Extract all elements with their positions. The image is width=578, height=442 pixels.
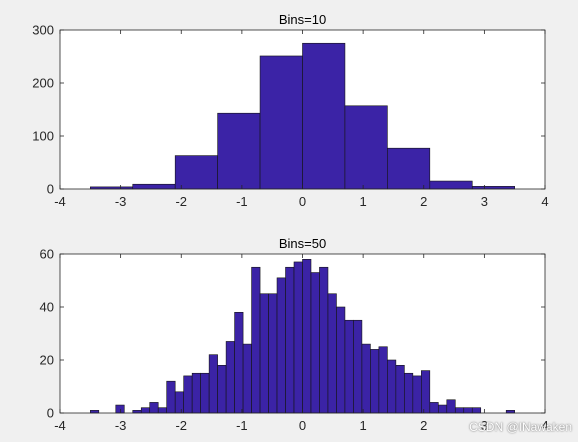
- histogram-bar: [319, 266, 329, 414]
- y-tick-label: 100: [32, 129, 54, 144]
- x-tick-label: 0: [299, 194, 306, 209]
- histogram-bar: [183, 375, 193, 414]
- watermark-text: CSDN @INawaken: [469, 420, 572, 434]
- histogram-bar: [166, 380, 176, 414]
- x-tick-label: 2: [420, 418, 427, 433]
- chart-title: Bins=50: [279, 236, 326, 251]
- histogram-bar: [395, 364, 405, 414]
- histogram-bar: [336, 306, 346, 414]
- histogram-bar: [191, 372, 201, 414]
- x-tick-label: -3: [115, 418, 127, 433]
- histogram-bar: [140, 407, 151, 414]
- histogram-bar: [429, 402, 439, 414]
- histogram-bar: [344, 105, 388, 190]
- histogram-bins-10: -4 -3 -2 -1 0 1 2 3 4 0 100 200 300 Bins=10: [32, 12, 548, 209]
- x-tick-label: -1: [236, 194, 248, 209]
- histogram-bar: [387, 147, 431, 190]
- y-tick-label: 200: [32, 76, 54, 91]
- histogram-bar: [387, 359, 397, 414]
- histogram-bar: [225, 341, 235, 414]
- y-tick-label: 0: [47, 182, 54, 197]
- y-tick-label: 20: [40, 353, 54, 368]
- bars-group: [90, 42, 515, 190]
- histogram-bar: [217, 364, 227, 414]
- histogram-bar: [437, 404, 448, 414]
- x-ticks: -4 -3 -2 -1 0 1 2 3 4: [54, 30, 549, 209]
- histogram-bar: [429, 180, 473, 190]
- y-ticks: 0 100 200 300: [32, 23, 545, 197]
- histogram-bar: [242, 343, 252, 414]
- x-tick-label: -1: [236, 418, 248, 433]
- chart-title: Bins=10: [279, 12, 326, 27]
- histogram-bar: [251, 266, 261, 414]
- histogram-bar: [361, 343, 371, 414]
- x-tick-label: 3: [481, 194, 488, 209]
- histogram-bar: [404, 372, 414, 414]
- histogram-bar: [259, 55, 303, 190]
- histogram-bar: [259, 293, 269, 414]
- x-tick-label: -2: [175, 418, 187, 433]
- x-tick-label: 2: [420, 194, 427, 209]
- y-tick-label: 40: [40, 300, 54, 315]
- histogram-bar: [276, 277, 286, 414]
- histogram-bar: [310, 272, 320, 414]
- x-tick-label: 1: [360, 194, 367, 209]
- x-tick-label: -3: [115, 194, 127, 209]
- x-tick-label: 1: [360, 418, 367, 433]
- histogram-bar: [344, 319, 354, 414]
- histogram-bar: [285, 266, 295, 414]
- x-tick-label: 4: [541, 194, 548, 209]
- histogram-bins-50: -4 -3 -2 -1 0 1 2 3 4 0 20 40 60 Bins=50: [40, 236, 549, 433]
- histogram-bar: [200, 372, 210, 414]
- histogram-bar: [446, 399, 456, 414]
- histogram-bar: [268, 293, 278, 414]
- histogram-bar: [353, 319, 363, 414]
- histogram-bar: [327, 293, 337, 414]
- histogram-bar: [412, 375, 422, 414]
- histogram-bar: [471, 407, 482, 414]
- histogram-bar: [293, 261, 303, 414]
- x-ticks: -4 -3 -2 -1 0 1 2 3 4: [54, 254, 549, 433]
- x-tick-label: -2: [175, 194, 187, 209]
- histogram-bar: [370, 349, 380, 414]
- histogram-bar: [149, 402, 159, 414]
- histogram-bar: [217, 112, 261, 190]
- histogram-bar: [463, 407, 473, 414]
- histogram-bar: [174, 155, 218, 190]
- y-ticks: 0 20 40 60: [40, 247, 545, 421]
- histogram-bar: [302, 258, 312, 414]
- histogram-bar: [302, 42, 346, 190]
- x-tick-label: -4: [54, 194, 66, 209]
- histogram-bar: [234, 311, 244, 414]
- x-tick-label: 0: [299, 418, 306, 433]
- y-tick-label: 60: [40, 247, 54, 262]
- histogram-bar: [174, 391, 184, 414]
- x-tick-label: 4: [541, 418, 548, 433]
- histogram-bar: [208, 354, 218, 414]
- histogram-bar: [115, 404, 125, 414]
- y-tick-label: 300: [32, 23, 54, 38]
- histogram-bar: [157, 407, 167, 414]
- x-tick-label: 3: [481, 418, 488, 433]
- histogram-bar: [421, 370, 431, 414]
- histogram-bar: [378, 346, 388, 414]
- histogram-bar: [454, 407, 465, 414]
- y-tick-label: 0: [47, 406, 54, 421]
- histogram-bar: [132, 183, 176, 190]
- x-tick-label: -4: [54, 418, 66, 433]
